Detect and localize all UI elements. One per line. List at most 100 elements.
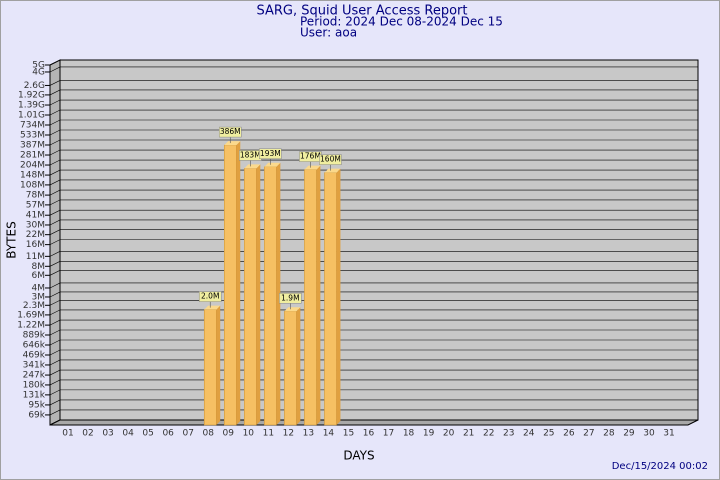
grid-line [49,109,698,116]
x-tick-label: 28 [603,429,615,439]
x-tick-label: 12 [283,429,294,439]
y-tick-label: 204M [20,161,45,171]
x-tick-label: 01 [62,429,73,439]
grid-line [49,309,698,316]
x-tick-label: 23 [503,429,514,439]
label-box [198,291,222,302]
plot-layer: 5G4G2.6G1.92G1.39G1.01G734M533M387M281M2… [17,59,698,439]
grid-line [49,189,698,196]
grid-line [49,269,698,276]
bar-top [264,162,281,167]
y-tick-label: 1.39G [18,101,45,111]
grid-line [49,159,698,166]
y-tick-label: 1.69M [17,310,45,320]
y-tick-label: 22M [26,230,45,240]
grid-line [49,66,698,73]
grid-line [49,399,698,406]
x-tick-label: 15 [343,429,354,439]
x-tick-label: 11 [263,429,274,439]
y-tick-label: 3M [32,292,46,302]
y-tick-label: 30M [26,220,45,230]
value-label: 183M [240,150,261,159]
x-tick-label: 19 [423,429,435,439]
bar-top [204,305,221,310]
bar-side [296,307,301,425]
grid-line [49,349,698,356]
bar-group [244,164,261,426]
footer-date: Dec/15/2024 00:02 [612,461,708,472]
grid-line [49,179,698,186]
bar [264,166,277,426]
bar-group [304,165,321,426]
grid-line [49,119,698,126]
grid-line [49,139,698,146]
bar-group [324,168,341,426]
bar [324,172,337,426]
plot-back-wall [59,59,699,421]
grid-line [49,359,698,366]
y-tick-label: 6M [32,271,46,281]
chart-subtitle: User: aoa [300,26,357,40]
bar [203,309,217,426]
y-tick-label: 5G [32,61,45,71]
y-tick-label: 646k [23,340,46,350]
grid-line [49,291,698,298]
bar-side [316,165,321,425]
y-tick-label: 341k [23,360,46,370]
grid-line [49,379,698,386]
y-tick-label: 1.22M [17,321,45,331]
grid-line [49,369,698,376]
label-box [319,154,342,165]
y-tick-label: 16M [26,240,45,250]
bar [304,169,317,426]
grid-line [49,89,698,96]
x-tick-label: 05 [142,429,153,439]
y-tick-label: 4G [32,67,45,77]
bar-group [224,141,241,426]
value-label: 160M [320,155,341,164]
value-label: 386M [220,127,241,136]
y-tick-label: 148M [20,171,45,181]
y-axis-label: BYTES [5,221,19,258]
bar-side [236,141,241,425]
bar [224,144,237,426]
x-tick-label: 25 [543,429,554,439]
grid-line [49,261,698,267]
y-tick-label: 78M [26,191,45,201]
y-tick-label: 889k [23,331,46,341]
grid-line [49,282,698,289]
grid-line [49,199,698,206]
grid-line [49,99,698,106]
y-tick-label: 180k [23,380,46,390]
x-tick-label: 18 [403,429,415,439]
x-tick-label: 07 [182,429,193,439]
grid-line [49,219,698,226]
bar [244,168,257,426]
x-tick-label: 31 [663,429,674,439]
bar-top [224,141,241,146]
bar-top [324,168,341,173]
x-tick-label: 14 [323,429,335,439]
bar-side [256,164,261,425]
plot-side-wall [49,59,61,426]
grid-line [49,209,698,216]
y-tick-label: 469k [23,351,46,361]
y-tick-label: 95k [28,400,45,410]
value-label: 193M [260,149,281,158]
x-axis-label: DAYS [343,449,374,463]
y-tick-label: 131k [23,390,46,400]
y-tick-label: 2.3M [23,301,45,311]
bar-side [216,305,221,425]
value-label: 2.0M [201,292,219,301]
x-tick-label: 17 [383,429,394,439]
grid-line [49,229,698,235]
grid-line [49,59,698,66]
x-tick-label: 03 [102,429,113,439]
grid-line [49,409,698,416]
x-tick-label: 04 [122,429,134,439]
y-tick-label: 11M [26,252,45,262]
grid-line [49,319,698,326]
grid-line [49,389,698,396]
bar-side [276,162,281,425]
grid-line [49,339,698,346]
